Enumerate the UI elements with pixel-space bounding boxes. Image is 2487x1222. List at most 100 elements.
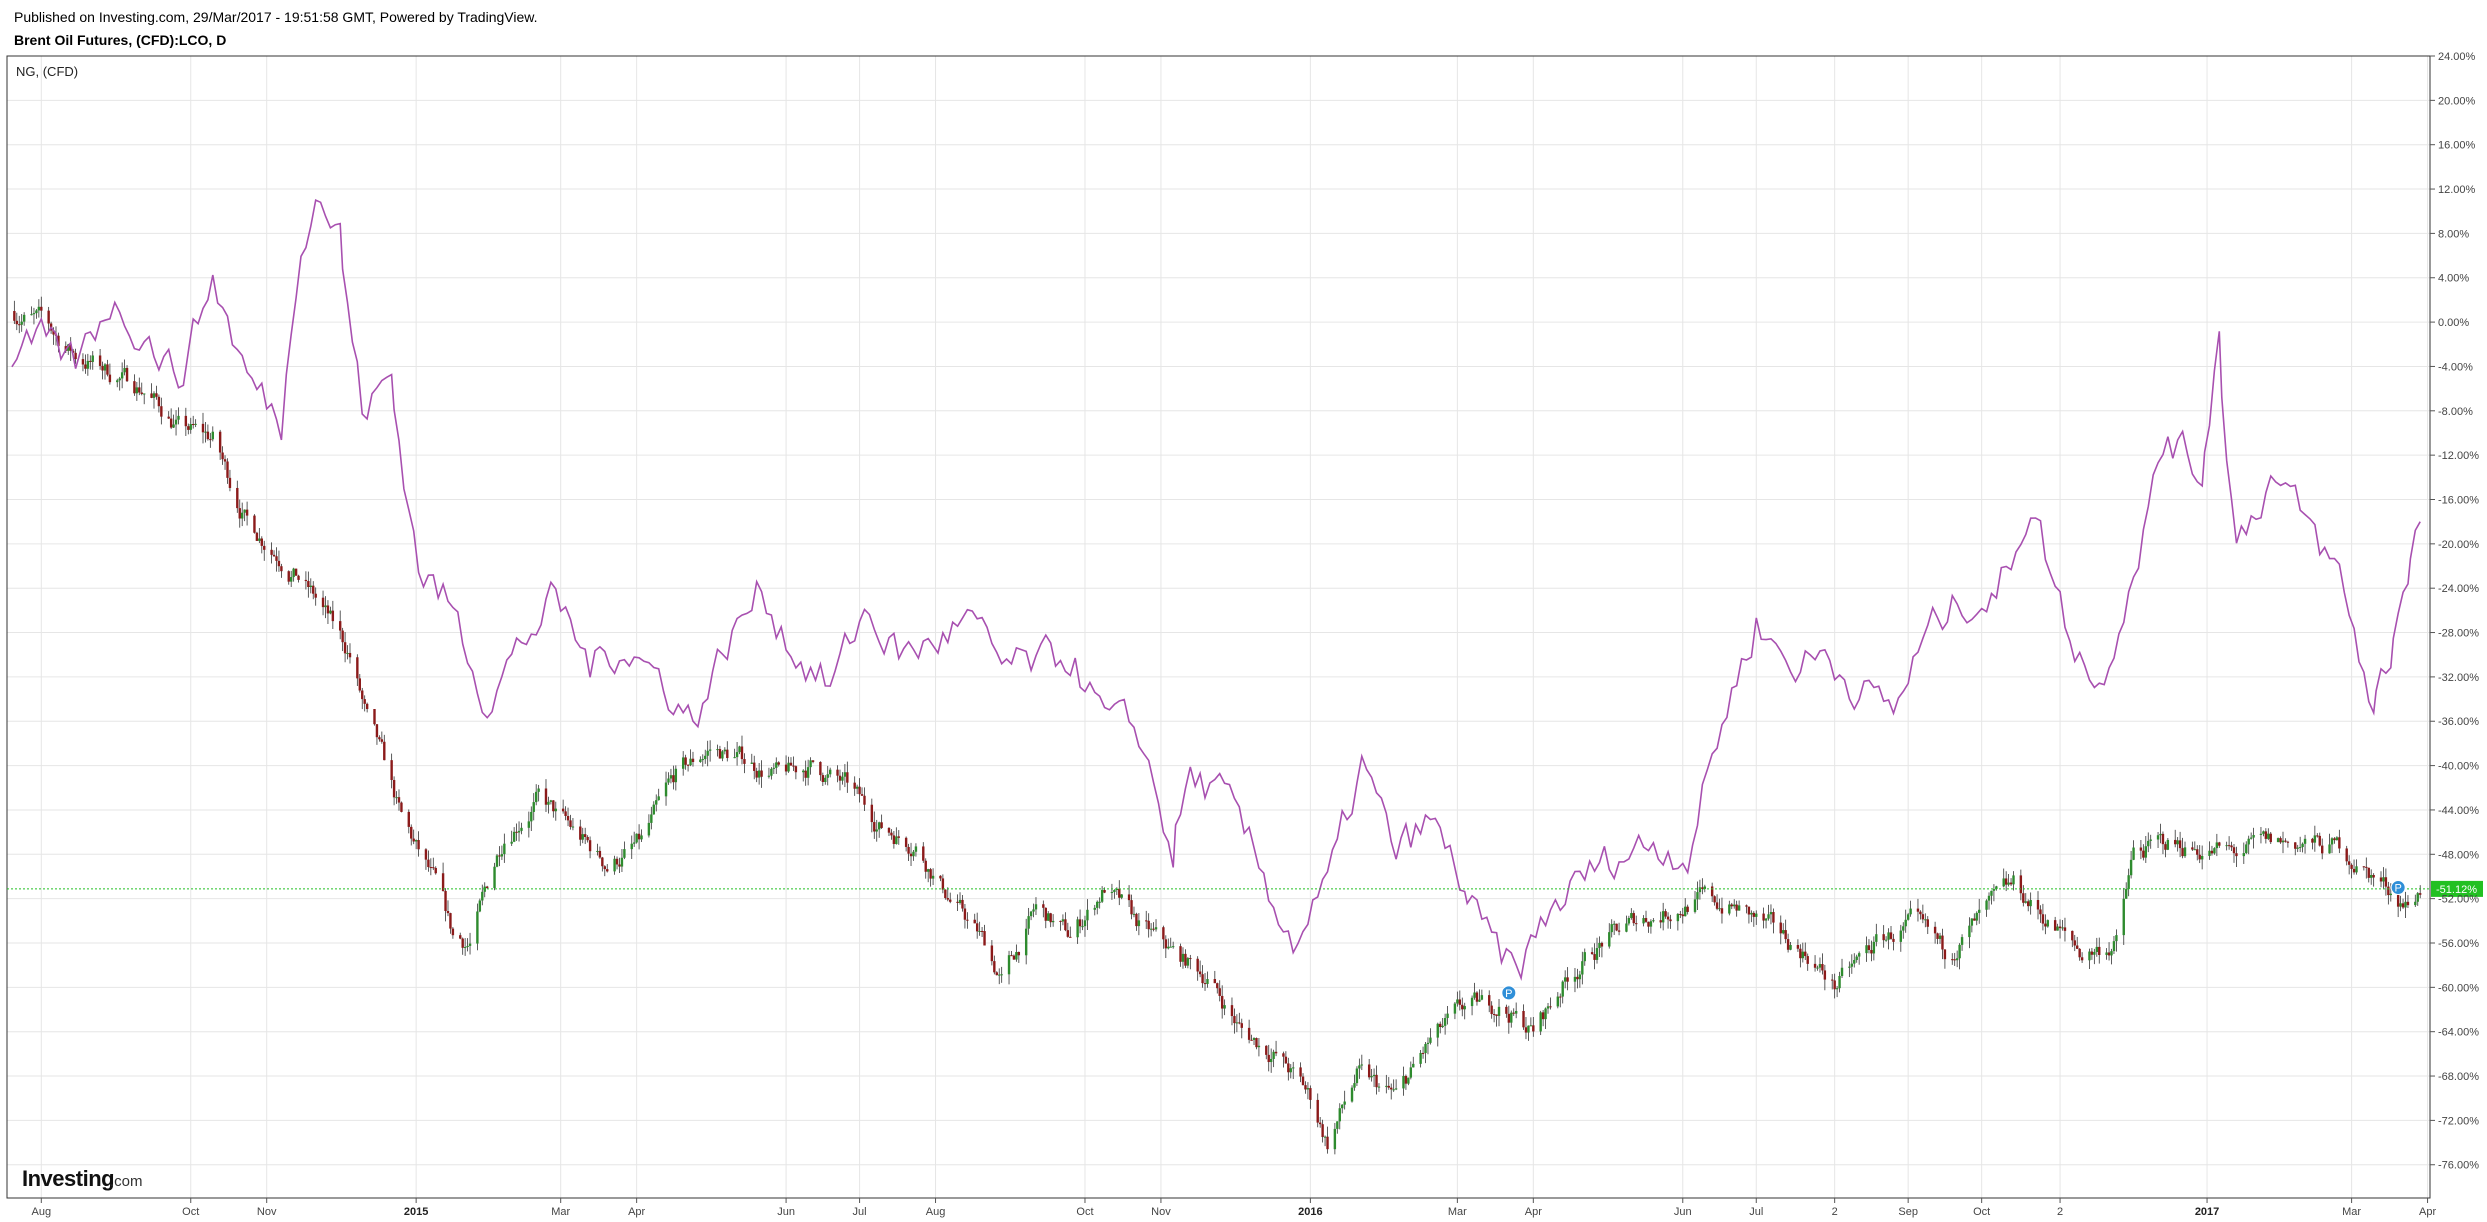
candle-body [1728,904,1731,914]
candle-body [667,778,670,783]
x-tick-label: Oct [182,1206,199,1218]
candle-body [1110,892,1114,894]
candle-body [1882,934,1885,941]
candle-body [1904,919,1907,927]
candle-body [1573,976,1577,982]
markers[interactable]: PP [1501,880,2406,1001]
candle-body [2235,853,2238,857]
candle-body [1255,1038,1258,1048]
candle-body [1453,1003,1457,1014]
candle-body [2056,926,2059,931]
candle-body [1424,1043,1427,1054]
candle-body [2002,878,2005,887]
candle-body [2247,838,2250,845]
candle-body [581,834,584,840]
candle-body [2176,840,2179,845]
candle-body [750,762,753,764]
candle-body [2296,847,2299,849]
candle-body [427,859,430,868]
last-price-badge [2431,880,2483,897]
x-tick-label: Sep [1898,1206,1918,1218]
candle-body [1132,913,1136,915]
candle-body [1120,894,1123,898]
candle-body [1069,936,1072,938]
candle-body [726,749,729,759]
candle-body [826,774,829,778]
candle-body [2012,875,2015,885]
candle-body [926,869,930,872]
candle-body [1919,911,1922,915]
x-tick-label: Nov [1151,1206,1171,1218]
candle-body [1333,1128,1337,1150]
candle-body [1703,886,1707,889]
candle-body [2105,952,2108,955]
candle-body [1527,1025,1530,1033]
candle-body [1889,932,1893,939]
candle-body [1786,939,1790,950]
candle-body [2370,875,2373,878]
candle-body [226,461,229,478]
candle-body [414,840,418,842]
candle-body [1578,974,1582,980]
candle-body [1103,890,1106,893]
candle-body [1257,1045,1261,1048]
candle-body [1556,996,1560,1007]
candle-body [606,869,609,872]
y-tick-label: 4.00% [2438,273,2469,285]
candle-body [2149,839,2152,841]
candle-body [1076,919,1079,938]
candle-body [155,393,158,397]
candle-body [481,891,484,901]
candle-body [716,749,719,751]
candle-body [74,352,77,360]
candle-body [289,577,293,582]
candle-body [809,760,812,768]
candle-body [804,770,807,778]
candle-body [1189,958,1192,960]
candle-body [177,415,180,420]
candle-body [914,846,918,852]
candle-body [1767,914,1770,919]
candle-body [108,374,112,383]
candle-body [2164,844,2167,850]
candle-body [603,866,606,870]
candle-body [1010,955,1013,957]
candle-body [1992,889,1996,891]
candle-body [1784,930,1787,940]
candle-body [753,762,756,771]
candle-body [91,355,94,362]
x-tick-label: Oct [1973,1206,1990,1218]
brand-name: Investing [22,1166,114,1191]
x-tick-label: Jun [777,1206,795,1218]
candle-body [2335,837,2339,841]
candle-body [1316,1099,1319,1123]
candle-body [1875,934,1878,942]
candle-body [767,775,771,777]
candle-body [1299,1067,1302,1077]
candle-body [1970,918,1974,926]
candle-body [2399,903,2402,907]
candle-body [554,808,557,812]
candle-body [1027,916,1030,929]
candle-body [2338,837,2341,849]
candle-body [2080,957,2084,961]
candle-body [2193,849,2197,851]
candle-body [1867,945,1871,950]
candle-body [1512,1012,1515,1014]
candle-body [1806,956,1809,964]
candle-body [1220,995,1224,1009]
candle-body [1181,953,1185,962]
candle-body [1921,914,1925,920]
candle-body [2076,945,2079,949]
candle-body [135,387,139,394]
candle-body [1718,908,1721,910]
candle-body [2183,847,2187,857]
candle-body [243,509,246,513]
candle-body [410,826,413,839]
candle-body [1490,1005,1493,1015]
candle-body [40,306,43,311]
y-tick-label: -28.00% [2438,628,2479,640]
candle-body [1853,959,1856,964]
candle-body [544,788,548,805]
